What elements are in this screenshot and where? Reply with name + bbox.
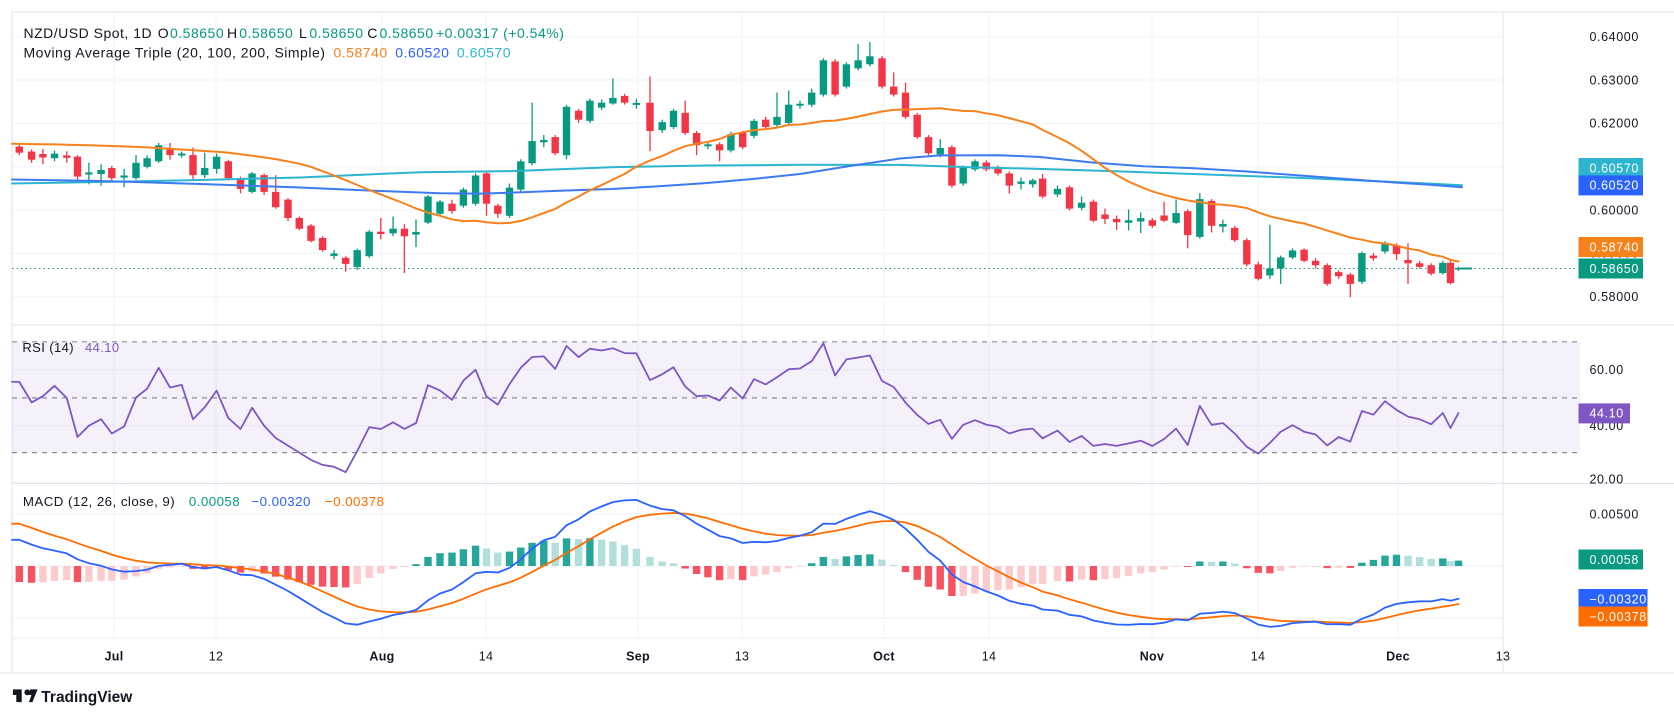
svg-text:14: 14	[982, 650, 997, 664]
svg-text:0.58650: 0.58650	[380, 25, 434, 41]
svg-text:20.00: 20.00	[1590, 472, 1624, 486]
svg-text:44.10: 44.10	[1590, 407, 1624, 421]
svg-text:−0.00320: −0.00320	[1590, 592, 1647, 606]
svg-text:0.58650: 0.58650	[170, 25, 224, 41]
svg-text:O: O	[158, 25, 169, 41]
svg-text:0.62000: 0.62000	[1590, 117, 1639, 131]
svg-text:Oct: Oct	[873, 650, 895, 664]
svg-text:0.58000: 0.58000	[1590, 290, 1639, 304]
svg-text:RSI (14): RSI (14)	[22, 340, 74, 355]
svg-text:Sep: Sep	[626, 650, 650, 664]
svg-text:13: 13	[735, 650, 750, 664]
svg-text:−0.00320: −0.00320	[251, 494, 310, 509]
svg-text:14: 14	[1251, 650, 1266, 664]
svg-text:Moving Average Triple (20, 100: Moving Average Triple (20, 100, 200, Sim…	[24, 45, 326, 61]
svg-text:NZD/USD Spot, 1D: NZD/USD Spot, 1D	[24, 25, 153, 41]
svg-text:0.00058: 0.00058	[189, 494, 240, 509]
svg-text:Nov: Nov	[1140, 650, 1165, 664]
svg-text:0.60520: 0.60520	[395, 45, 449, 61]
svg-text:12: 12	[209, 650, 224, 664]
svg-text:44.10: 44.10	[85, 340, 120, 355]
svg-text:L: L	[299, 25, 307, 41]
svg-text:Jul: Jul	[105, 650, 124, 664]
svg-text:+0.00317 (+0.54%): +0.00317 (+0.54%)	[436, 25, 564, 41]
svg-text:0.64000: 0.64000	[1590, 30, 1639, 44]
svg-text:0.58740: 0.58740	[1590, 240, 1639, 254]
svg-text:0.58650: 0.58650	[309, 25, 363, 41]
svg-text:0.00500: 0.00500	[1590, 507, 1639, 521]
svg-text:0.63000: 0.63000	[1590, 73, 1639, 87]
svg-text:0.58740: 0.58740	[334, 45, 388, 61]
svg-text:0.60570: 0.60570	[1590, 161, 1639, 175]
svg-text:0.00058: 0.00058	[1590, 553, 1639, 567]
svg-text:0.58650: 0.58650	[239, 25, 293, 41]
svg-text:−0.00378: −0.00378	[1590, 610, 1647, 624]
svg-text:14: 14	[479, 650, 494, 664]
svg-text:H: H	[227, 25, 238, 41]
svg-text:−0.00378: −0.00378	[325, 494, 384, 509]
svg-text:0.58650: 0.58650	[1590, 262, 1639, 276]
svg-text:Aug: Aug	[369, 650, 394, 664]
svg-text:0.60000: 0.60000	[1590, 203, 1639, 217]
svg-text:C: C	[367, 25, 378, 41]
svg-text:0.60570: 0.60570	[457, 45, 511, 61]
svg-text:TradingView: TradingView	[41, 689, 133, 706]
svg-text:MACD (12, 26, close, 9): MACD (12, 26, close, 9)	[23, 494, 175, 509]
svg-text:0.60520: 0.60520	[1590, 179, 1639, 193]
svg-text:13: 13	[1496, 650, 1511, 664]
svg-text:60.00: 60.00	[1590, 363, 1624, 377]
svg-text:Dec: Dec	[1386, 650, 1410, 664]
